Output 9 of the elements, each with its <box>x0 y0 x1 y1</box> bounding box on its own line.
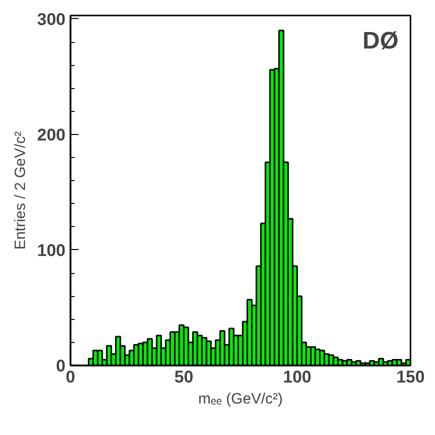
y-tick-label: 300 <box>37 10 66 29</box>
x-tick-label: 150 <box>396 368 425 386</box>
y-tick-label: 200 <box>37 125 66 144</box>
y-tick-label: 100 <box>37 240 66 260</box>
annotation: DØ <box>362 28 398 54</box>
x-tick-label: 100 <box>282 368 312 386</box>
x-axis-title: mₑₑ (GeV/c²) <box>198 390 283 408</box>
x-tick-label: 50 <box>174 368 194 386</box>
y-axis-title: Entries / 2 GeV/c² <box>12 131 30 250</box>
